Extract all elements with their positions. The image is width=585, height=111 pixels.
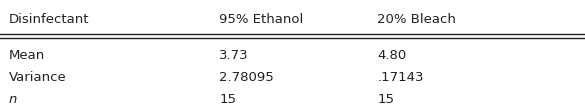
Text: n: n	[9, 93, 17, 106]
Text: .17143: .17143	[377, 71, 424, 84]
Text: 2.78095: 2.78095	[219, 71, 274, 84]
Text: 15: 15	[219, 93, 236, 106]
Text: 4.80: 4.80	[377, 49, 407, 62]
Text: Disinfectant: Disinfectant	[9, 13, 90, 27]
Text: 95% Ethanol: 95% Ethanol	[219, 13, 304, 27]
Text: 15: 15	[377, 93, 394, 106]
Text: 3.73: 3.73	[219, 49, 249, 62]
Text: 20% Bleach: 20% Bleach	[377, 13, 456, 27]
Text: Mean: Mean	[9, 49, 45, 62]
Text: Variance: Variance	[9, 71, 67, 84]
